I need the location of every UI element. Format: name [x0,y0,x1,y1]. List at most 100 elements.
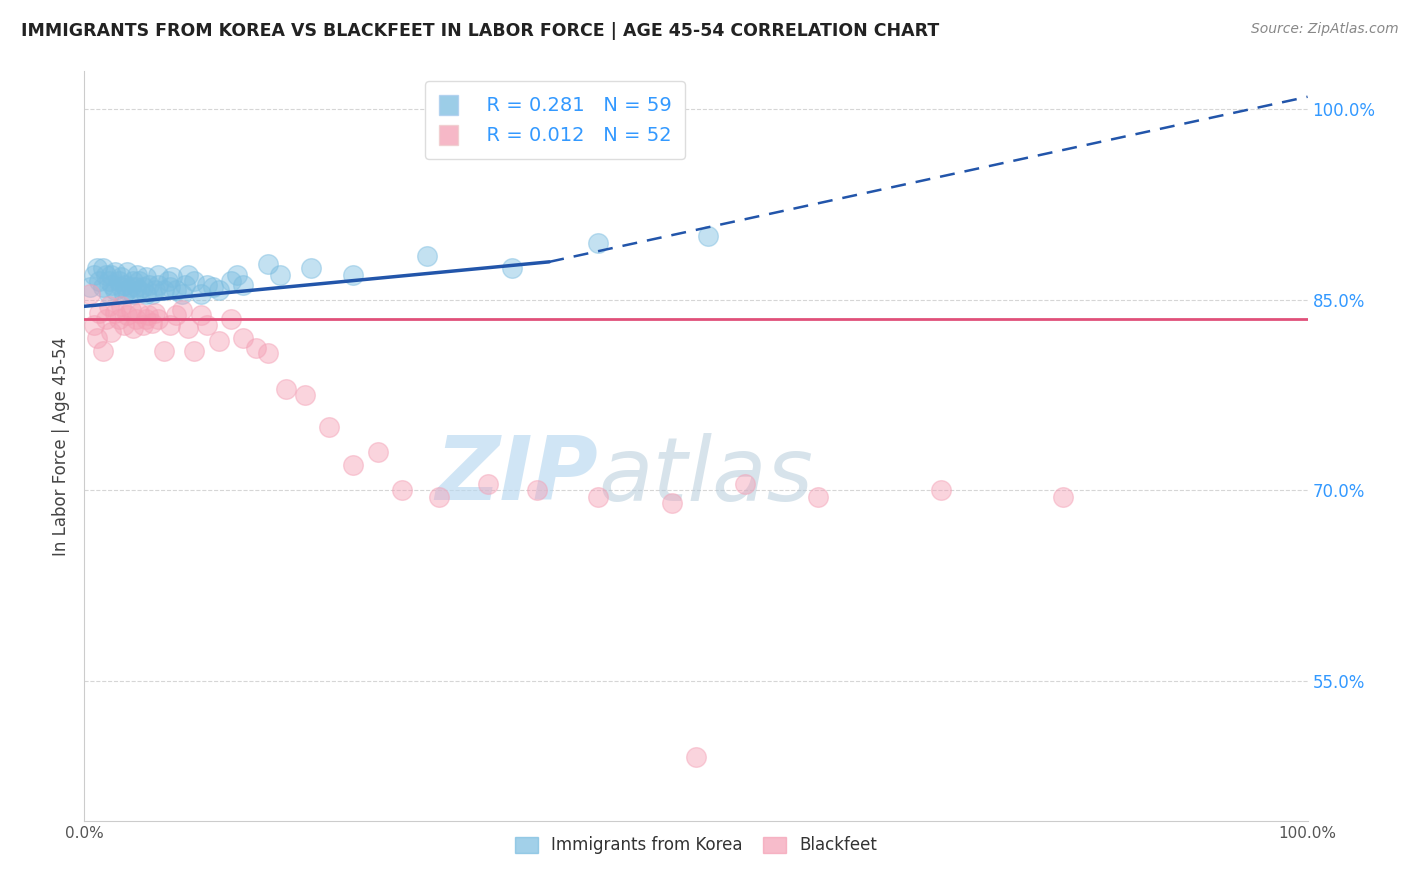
Point [165,308,187,322]
Point [79,286,101,301]
Point [138,277,160,292]
Point [929,483,952,498]
Point [734,477,756,491]
Point [120,280,142,294]
Point [502,261,524,276]
Point [86,261,108,276]
Point [156,274,179,288]
Point [122,286,145,301]
Point [135,312,157,326]
Point [342,268,364,282]
Point [100,325,122,339]
Y-axis label: In Labor Force | Age 45-54: In Labor Force | Age 45-54 [52,336,70,556]
Point [1052,490,1074,504]
Point [86,331,108,345]
Point [143,283,166,297]
Point [367,445,389,459]
Point [107,274,129,288]
Point [122,321,145,335]
Point [128,283,150,297]
Point [115,283,138,297]
Point [342,458,364,472]
Point [232,277,254,292]
Text: IMMIGRANTS FROM KOREA VS BLACKFEET IN LABOR FORCE | AGE 45-54 CORRELATION CHART: IMMIGRANTS FROM KOREA VS BLACKFEET IN LA… [21,22,939,40]
Point [97,286,120,301]
Point [195,318,218,333]
Point [391,483,413,498]
Point [87,306,110,320]
Point [141,316,163,330]
Point [685,750,707,764]
Point [115,308,138,322]
Point [159,280,181,294]
Point [232,331,254,345]
Point [190,286,212,301]
Point [110,299,132,313]
Point [245,341,267,355]
Point [83,318,105,333]
Point [141,286,163,301]
Point [136,308,159,322]
Point [219,274,242,288]
Point [79,280,101,294]
Point [114,277,136,292]
Point [201,280,224,294]
Point [190,308,212,322]
Point [135,286,157,301]
Point [299,261,322,276]
Point [208,283,231,297]
Point [104,306,127,320]
Point [219,312,242,326]
Point [96,268,118,282]
Point [115,265,138,279]
Point [257,257,280,271]
Point [120,303,142,318]
Point [104,283,127,297]
Point [91,280,114,294]
Point [257,346,280,360]
Point [83,268,105,282]
Point [125,312,148,326]
Point [128,306,150,320]
Point [526,483,548,498]
Point [132,280,155,294]
Point [276,382,298,396]
Text: atlas: atlas [598,433,813,519]
Point [269,268,291,282]
Point [110,270,132,285]
Point [97,299,120,313]
Text: ZIP: ZIP [436,433,598,519]
Point [143,306,166,320]
Point [586,490,609,504]
Point [162,270,184,285]
Point [153,343,176,358]
Point [112,318,135,333]
Point [661,496,683,510]
Point [416,248,439,262]
Point [195,277,218,292]
Point [122,274,145,288]
Text: Source: ZipAtlas.com: Source: ZipAtlas.com [1251,22,1399,37]
Point [91,261,114,276]
Point [96,312,118,326]
Point [165,283,187,297]
Point [477,477,499,491]
Point [318,420,340,434]
Point [135,270,157,285]
Point [87,274,110,288]
Point [100,268,122,282]
Point [146,312,169,326]
Point [226,268,249,282]
Point [208,334,231,348]
Point [177,321,200,335]
Point [172,286,194,301]
Point [146,277,169,292]
Legend: Immigrants from Korea, Blackfeet: Immigrants from Korea, Blackfeet [508,830,884,861]
Point [183,274,205,288]
Point [110,280,132,294]
Point [112,286,135,301]
Point [125,268,148,282]
Point [173,277,195,292]
Point [91,343,114,358]
Point [132,318,155,333]
